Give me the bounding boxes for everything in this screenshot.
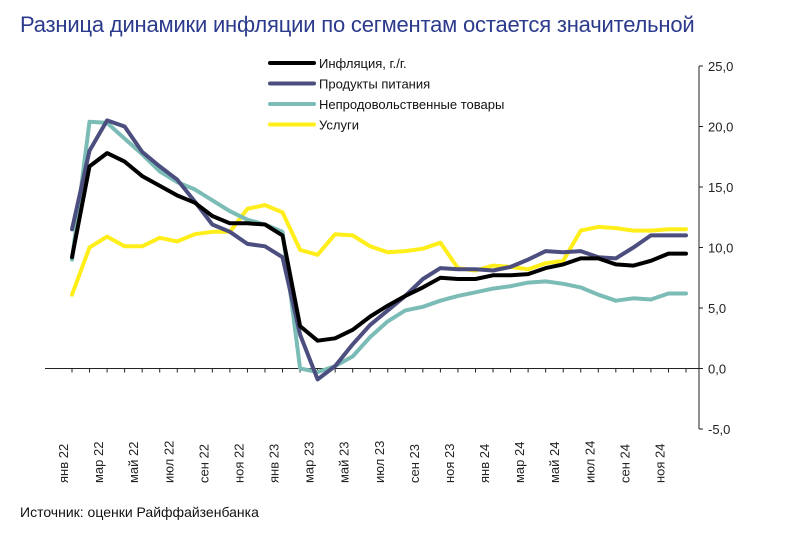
source-note: Источник: оценки Райффайзенбанка [20, 504, 259, 520]
x-tick-label: сен 24 [617, 444, 632, 483]
x-tick-label: мар 24 [512, 442, 527, 483]
x-tick-label: сен 22 [196, 444, 211, 483]
x-tick-label: май 22 [126, 441, 141, 483]
x-tick-label: мар 23 [302, 442, 317, 483]
x-tick-label: сен 23 [407, 444, 422, 483]
y-tick-label: -5,0 [708, 422, 730, 437]
series-layer [70, 118, 688, 382]
x-tick-label: ноя 24 [652, 443, 667, 483]
x-tick-label: май 23 [337, 441, 352, 483]
x-tick-label: янв 24 [477, 444, 492, 483]
chart-title: Разница динамики инфляции по сегментам о… [20, 12, 695, 37]
x-tick-label: ноя 23 [442, 443, 457, 483]
legend-label: Услуги [319, 118, 359, 133]
y-tick-label: 10,0 [708, 241, 733, 256]
series-line-1 [70, 151, 688, 343]
y-tick-label: 5,0 [708, 301, 726, 316]
y-tick-label: 20,0 [708, 120, 733, 135]
axes: 25,0 20,0 15,0 10,0 5,0 0,0 -5,0 янв 22 мар 22 ма… [45, 59, 733, 483]
y-tick-label: 15,0 [708, 180, 733, 195]
legend-label: Инфляция, г./г. [319, 56, 407, 71]
x-tick-label: янв 23 [267, 444, 282, 483]
series-line-3 [70, 119, 688, 375]
x-tick-label: июл 23 [372, 441, 387, 483]
x-tick-label: янв 22 [56, 444, 71, 483]
x-tick-label: мар 22 [91, 442, 106, 483]
legend: Инфляция, г./г. Продукты питания Непродово… [268, 56, 504, 133]
series-line-4 [70, 203, 688, 297]
series-line-2 [70, 118, 688, 382]
x-tick-label: ноя 22 [231, 443, 246, 483]
x-tick-label: июл 22 [161, 441, 176, 483]
y-tick-label: 0,0 [708, 362, 726, 377]
x-tick-label: май 24 [547, 441, 562, 483]
legend-label: Непродовольственные товары [319, 97, 504, 112]
x-tick-label: июл 24 [582, 441, 597, 483]
legend-label: Продукты питания [319, 77, 430, 92]
y-tick-label: 25,0 [708, 59, 733, 74]
